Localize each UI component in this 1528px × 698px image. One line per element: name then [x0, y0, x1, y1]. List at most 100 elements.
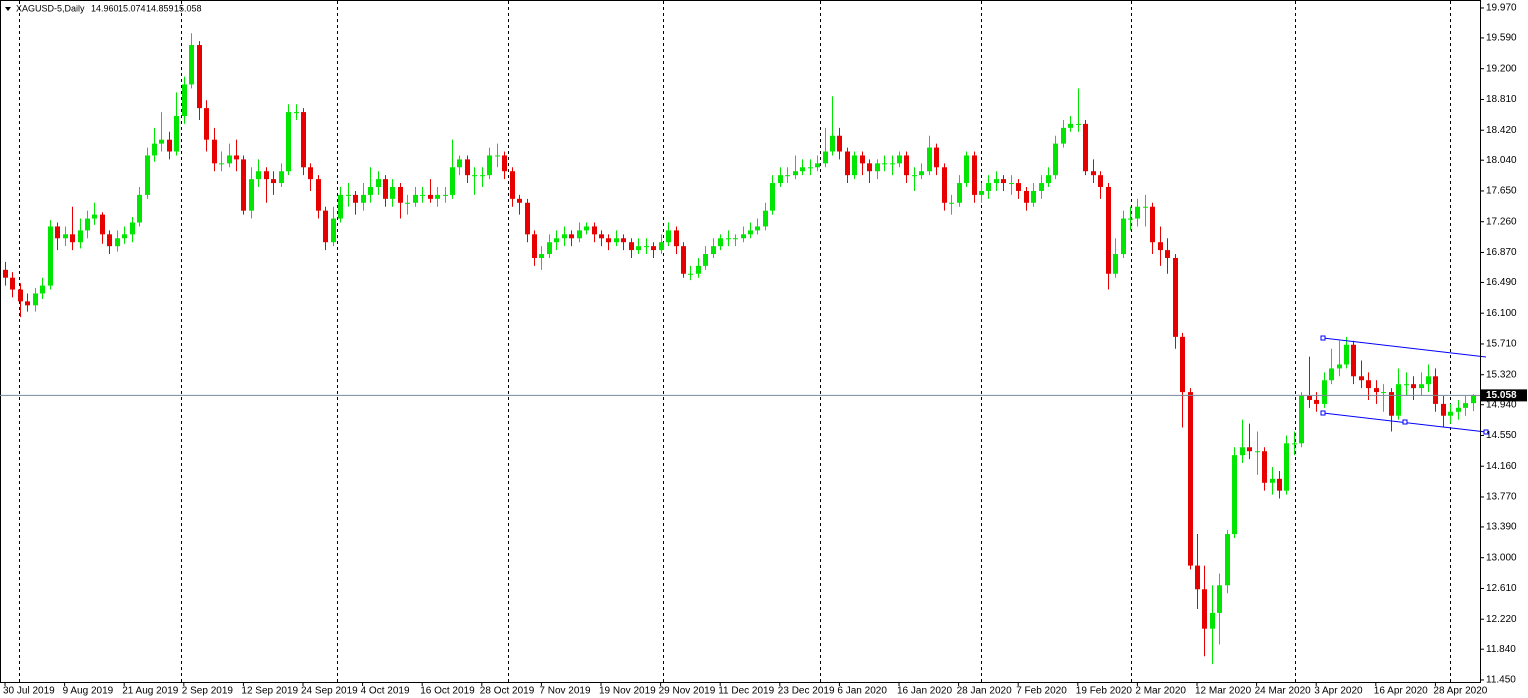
candle-body	[711, 246, 716, 255]
candle-body	[755, 226, 760, 231]
candle-body	[435, 194, 440, 199]
x-tick-label: 29 Nov 2019	[659, 686, 716, 697]
candle-body	[614, 238, 619, 243]
candle-body	[279, 171, 284, 184]
x-tick-label: 4 Oct 2019	[361, 686, 410, 697]
candle-body	[376, 179, 381, 188]
candle-body	[1240, 447, 1245, 456]
y-tick-label: 13.000	[1486, 552, 1517, 563]
candle-body	[1456, 407, 1461, 412]
candle-body	[942, 167, 947, 203]
x-tick-label: 28 Jan 2020	[957, 686, 1012, 697]
candle-body	[92, 214, 97, 219]
candle-body	[1262, 451, 1267, 483]
candle-body	[1165, 250, 1170, 258]
trend-channel	[1320, 335, 1489, 435]
candle-body	[130, 222, 135, 235]
candle-body	[584, 226, 589, 231]
candle-body	[405, 202, 410, 204]
candle-body	[40, 285, 45, 294]
candle-body	[1217, 585, 1222, 613]
candle-body	[696, 265, 701, 274]
candle-body	[599, 234, 604, 239]
candle-body	[569, 234, 574, 239]
ohlc-high: 15.074	[118, 3, 146, 13]
candle-body	[934, 147, 939, 168]
ohlc-close: 15.058	[174, 3, 202, 13]
candle-body	[1404, 384, 1409, 386]
candle-body	[1374, 388, 1379, 393]
candle-body	[629, 242, 634, 251]
x-tick-label: 2 Mar 2020	[1135, 686, 1186, 697]
y-tick-label: 13.770	[1486, 492, 1517, 503]
candle-body	[674, 230, 679, 247]
candle-body	[1270, 478, 1275, 483]
candle-body	[450, 167, 455, 195]
candle-body	[1433, 376, 1438, 404]
candle-body	[10, 277, 15, 290]
candle-body	[1202, 589, 1207, 629]
candle-body	[219, 163, 224, 165]
candle-body	[368, 187, 373, 195]
candle-body	[919, 171, 924, 176]
menu-arrow[interactable]	[5, 7, 11, 11]
candle-body	[361, 194, 366, 203]
x-tick-label: 7 Feb 2020	[1016, 686, 1067, 697]
candle-body	[763, 210, 768, 227]
candle-body	[48, 226, 53, 286]
x-tick-label: 7 Nov 2019	[539, 686, 591, 697]
candle-body	[316, 179, 321, 211]
candle-body	[867, 163, 872, 172]
candle-body	[390, 187, 395, 199]
candle-body	[860, 155, 865, 164]
candle-body	[457, 159, 462, 168]
candle-body	[1463, 403, 1468, 408]
candle-body	[227, 155, 232, 164]
candle-body	[174, 116, 179, 152]
candle-body	[621, 238, 626, 243]
candle-body	[152, 143, 157, 156]
candle-body	[1128, 218, 1133, 220]
candle-body	[1083, 123, 1088, 172]
candle-body	[308, 167, 313, 180]
candle-body	[1098, 175, 1103, 188]
x-tick-label: 16 Jan 2020	[897, 686, 952, 697]
candle-body	[1255, 451, 1260, 453]
candle-body	[137, 194, 142, 223]
candle-body	[1299, 396, 1304, 444]
candle-body	[3, 269, 8, 278]
candle-body	[808, 167, 813, 169]
candle-body	[286, 112, 291, 172]
candle-body	[197, 45, 202, 109]
candle-body	[182, 84, 187, 117]
candle-body	[271, 179, 276, 184]
x-tick-label: 21 Aug 2019	[122, 686, 179, 697]
candle-body	[145, 155, 150, 195]
x-tick-label: 28 Apr 2020	[1433, 686, 1487, 697]
x-tick-label: 6 Jan 2020	[837, 686, 887, 697]
y-tick-label: 16.100	[1486, 308, 1517, 319]
candle-body	[1113, 254, 1118, 274]
y-tick-label: 17.650	[1486, 186, 1517, 197]
candle-body	[1150, 206, 1155, 243]
x-tick-label: 11 Dec 2019	[718, 686, 774, 697]
candle-body	[159, 139, 164, 144]
candle-body	[957, 183, 962, 203]
candle-body	[741, 234, 746, 239]
candle-body	[525, 202, 530, 235]
candle-body	[1061, 127, 1066, 144]
candle-body	[1322, 380, 1327, 404]
candle-body	[33, 293, 38, 306]
candle-body	[897, 155, 902, 164]
candle-body	[167, 139, 172, 152]
candle-body	[532, 234, 537, 258]
candle-body	[115, 238, 120, 247]
y-tick-label: 16.870	[1486, 247, 1517, 258]
candle-body	[472, 175, 477, 177]
x-tick-label: 24 Mar 2020	[1255, 686, 1312, 697]
candle-body	[845, 151, 850, 176]
candle-body	[323, 210, 328, 243]
candle-body	[1366, 380, 1371, 389]
